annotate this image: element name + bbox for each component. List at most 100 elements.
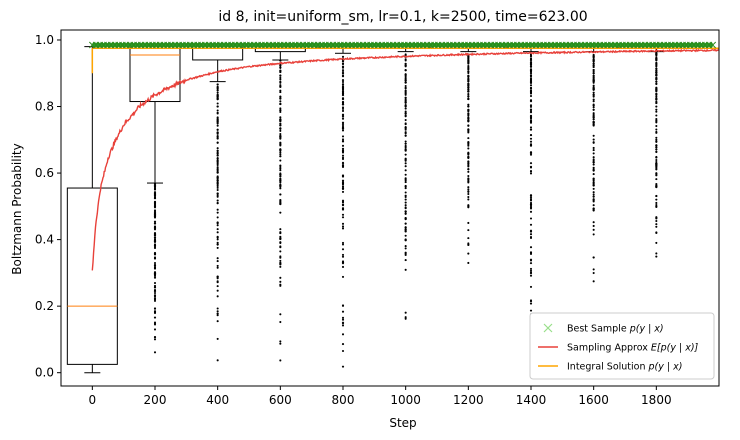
box-iqr xyxy=(129,44,181,103)
outlier-point xyxy=(592,204,595,207)
outlier-point xyxy=(279,110,282,114)
outlier-point xyxy=(153,226,157,229)
outlier-point xyxy=(467,165,470,168)
outlier-point xyxy=(655,203,658,207)
outlier-point xyxy=(279,103,282,106)
outlier-point xyxy=(655,164,658,167)
outlier-point xyxy=(655,231,658,234)
outlier-point xyxy=(153,196,157,199)
outlier-point xyxy=(467,77,470,80)
outlier-point xyxy=(216,264,219,267)
outlier-point xyxy=(404,204,407,207)
chart-title: id 8, init=uniform_sm, lr=0.1, k=2500, t… xyxy=(218,9,587,25)
outlier-point xyxy=(467,78,470,81)
outlier-point xyxy=(655,51,658,54)
outlier-point xyxy=(655,252,658,255)
outlier-point xyxy=(467,156,470,159)
outlier-point xyxy=(592,68,595,72)
x-tick-label: 1200 xyxy=(453,393,484,407)
best-sample-marker xyxy=(709,41,717,49)
outlier-point xyxy=(341,203,345,206)
x-tick-label: 1600 xyxy=(578,393,609,407)
outlier-point xyxy=(592,121,595,124)
outlier-point xyxy=(404,201,407,204)
outlier-point xyxy=(341,324,345,327)
outlier-point xyxy=(655,186,658,189)
outlier-point xyxy=(216,194,219,197)
outlier-point xyxy=(341,213,345,216)
outlier-point xyxy=(467,175,470,178)
outlier-point xyxy=(592,138,595,141)
outlier-point xyxy=(341,93,345,96)
outlier-point xyxy=(216,260,219,263)
outlier-point xyxy=(467,261,470,265)
outlier-point xyxy=(341,310,345,313)
outlier-point xyxy=(216,289,219,292)
outlier-point xyxy=(216,178,219,182)
outlier-point xyxy=(655,108,658,111)
outlier-point xyxy=(529,143,533,146)
x-tick-label: 600 xyxy=(269,393,292,407)
outlier-point xyxy=(404,230,407,233)
outlier-point xyxy=(655,223,658,226)
outlier-point xyxy=(467,196,470,199)
outlier-point xyxy=(655,95,658,98)
outlier-point xyxy=(404,218,407,221)
outlier-point xyxy=(592,199,595,202)
outlier-point xyxy=(404,75,407,78)
outlier-point xyxy=(467,237,470,240)
outlier-point xyxy=(655,148,658,151)
outlier-point xyxy=(216,312,219,315)
outlier-point xyxy=(529,91,533,94)
outlier-point xyxy=(655,97,658,100)
outlier-point xyxy=(153,316,157,319)
outlier-point xyxy=(529,271,533,274)
x-tick-label: 1400 xyxy=(516,393,547,407)
outlier-point xyxy=(216,186,219,189)
outlier-point xyxy=(341,225,345,228)
y-tick-label: 0.8 xyxy=(35,100,54,114)
outlier-point xyxy=(404,162,407,165)
outlier-point xyxy=(279,167,282,170)
outlier-point xyxy=(467,177,470,180)
outlier-point xyxy=(655,165,658,168)
outlier-point xyxy=(216,222,219,225)
outlier-point xyxy=(404,81,407,84)
outlier-point xyxy=(216,281,219,284)
outlier-point xyxy=(153,307,157,310)
outlier-point xyxy=(655,69,658,72)
outlier-point xyxy=(153,210,157,213)
outlier-point xyxy=(216,243,219,246)
outlier-point xyxy=(216,266,219,269)
outlier-point xyxy=(592,169,595,172)
outlier-point xyxy=(592,280,595,283)
outlier-point xyxy=(592,191,595,194)
outlier-point xyxy=(341,333,345,336)
outlier-point xyxy=(529,61,533,64)
outlier-point xyxy=(655,140,658,143)
outlier-point xyxy=(592,86,595,89)
outlier-point xyxy=(655,195,658,198)
outlier-point xyxy=(655,100,658,103)
outlier-point xyxy=(404,206,407,209)
outlier-point xyxy=(404,118,407,122)
outlier-point xyxy=(404,198,407,201)
outlier-point xyxy=(404,259,407,262)
outlier-point xyxy=(529,309,533,312)
outlier-point xyxy=(592,233,595,236)
outlier-point xyxy=(341,74,345,77)
outlier-point xyxy=(153,203,157,206)
outlier-point xyxy=(592,181,595,184)
outlier-point xyxy=(216,199,219,202)
legend-label: Sampling Approx E[p(y | x)] xyxy=(567,343,699,354)
outlier-point xyxy=(279,80,282,83)
outlier-point xyxy=(341,365,345,368)
outlier-point xyxy=(655,114,658,117)
outlier-point xyxy=(341,140,345,143)
x-tick-label: 1800 xyxy=(641,393,672,407)
axes-frame xyxy=(60,29,720,387)
outlier-point xyxy=(341,255,345,258)
outlier-point xyxy=(216,275,219,278)
outlier-point xyxy=(341,129,345,132)
